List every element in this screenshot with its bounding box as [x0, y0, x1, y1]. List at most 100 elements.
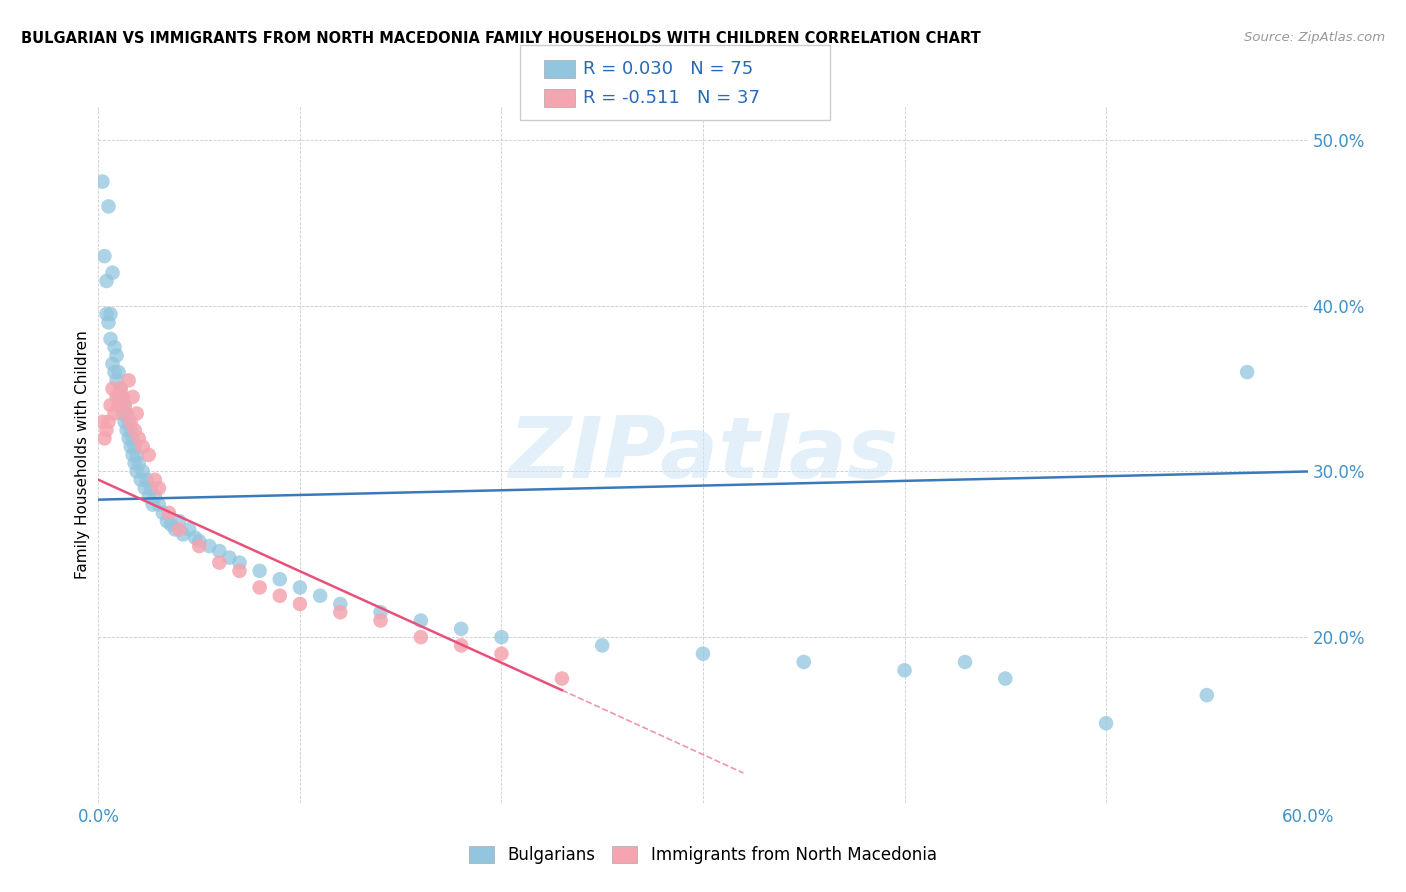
Point — [100, 332, 122, 346]
Point — [167, 514, 190, 528]
Point — [148, 498, 170, 512]
Point — [100, 307, 122, 321]
Point — [111, 390, 134, 404]
Point — [269, 589, 291, 603]
Point — [115, 407, 138, 421]
Point — [551, 672, 574, 686]
Point — [93, 249, 115, 263]
Point — [893, 663, 915, 677]
Point — [120, 415, 142, 429]
Point — [208, 544, 231, 558]
Point — [218, 550, 240, 565]
Point — [269, 572, 291, 586]
Point — [101, 382, 124, 396]
Point — [953, 655, 976, 669]
Point — [994, 672, 1017, 686]
Point — [91, 175, 114, 189]
Point — [143, 473, 166, 487]
Point — [156, 514, 179, 528]
Point — [329, 605, 352, 619]
Text: R = 0.030   N = 75: R = 0.030 N = 75 — [583, 60, 754, 78]
Point — [121, 390, 143, 404]
Point — [1236, 365, 1258, 379]
Point — [132, 440, 155, 454]
Point — [118, 415, 141, 429]
Point — [179, 523, 201, 537]
Point — [148, 481, 170, 495]
Point — [107, 390, 129, 404]
Point — [125, 465, 148, 479]
Point — [138, 489, 160, 503]
Point — [163, 523, 186, 537]
Point — [96, 423, 118, 437]
Point — [118, 373, 141, 387]
Point — [111, 407, 134, 421]
Text: Source: ZipAtlas.com: Source: ZipAtlas.com — [1244, 31, 1385, 45]
Point — [172, 527, 194, 541]
Point — [167, 523, 190, 537]
Point — [97, 415, 120, 429]
Point — [249, 581, 271, 595]
Point — [107, 365, 129, 379]
Point — [370, 614, 392, 628]
Point — [309, 589, 332, 603]
Point — [124, 423, 146, 437]
Point — [450, 639, 472, 653]
Point — [118, 431, 141, 445]
Point — [91, 415, 114, 429]
Point — [110, 382, 132, 396]
Point — [249, 564, 271, 578]
Point — [329, 597, 352, 611]
Point — [103, 365, 125, 379]
Point — [491, 647, 513, 661]
Point — [115, 407, 138, 421]
Point — [97, 315, 120, 329]
Point — [115, 423, 138, 437]
Text: R = -0.511   N = 37: R = -0.511 N = 37 — [583, 89, 761, 107]
Point — [110, 398, 132, 412]
Point — [491, 630, 513, 644]
Point — [409, 630, 432, 644]
Point — [135, 473, 157, 487]
Point — [120, 423, 142, 437]
Point — [128, 456, 150, 470]
Point — [157, 506, 180, 520]
Legend: Bulgarians, Immigrants from North Macedonia: Bulgarians, Immigrants from North Macedo… — [463, 839, 943, 871]
Point — [111, 390, 134, 404]
Text: ZIPatlas: ZIPatlas — [508, 413, 898, 497]
Point — [198, 539, 221, 553]
Point — [288, 597, 311, 611]
Point — [101, 357, 124, 371]
Point — [101, 266, 124, 280]
Text: BULGARIAN VS IMMIGRANTS FROM NORTH MACEDONIA FAMILY HOUSEHOLDS WITH CHILDREN COR: BULGARIAN VS IMMIGRANTS FROM NORTH MACED… — [21, 31, 981, 46]
Point — [96, 274, 118, 288]
Point — [93, 431, 115, 445]
Point — [124, 456, 146, 470]
Point — [103, 340, 125, 354]
Point — [132, 465, 155, 479]
Point — [100, 398, 122, 412]
Point — [105, 373, 128, 387]
Point — [184, 531, 207, 545]
Point — [288, 581, 311, 595]
Point — [370, 605, 392, 619]
Point — [188, 534, 211, 549]
Point — [107, 398, 129, 412]
Point — [139, 481, 162, 495]
Point — [1095, 716, 1118, 731]
Point — [591, 639, 613, 653]
Point — [793, 655, 815, 669]
Point — [228, 556, 250, 570]
Point — [105, 349, 128, 363]
Point — [96, 307, 118, 321]
Point — [128, 431, 150, 445]
Point — [160, 517, 183, 532]
Point — [143, 489, 166, 503]
Point — [114, 415, 136, 429]
Point — [129, 473, 152, 487]
Point — [105, 390, 128, 404]
Point — [409, 614, 432, 628]
Y-axis label: Family Households with Children: Family Households with Children — [75, 331, 90, 579]
Point — [114, 398, 136, 412]
Point — [97, 199, 120, 213]
